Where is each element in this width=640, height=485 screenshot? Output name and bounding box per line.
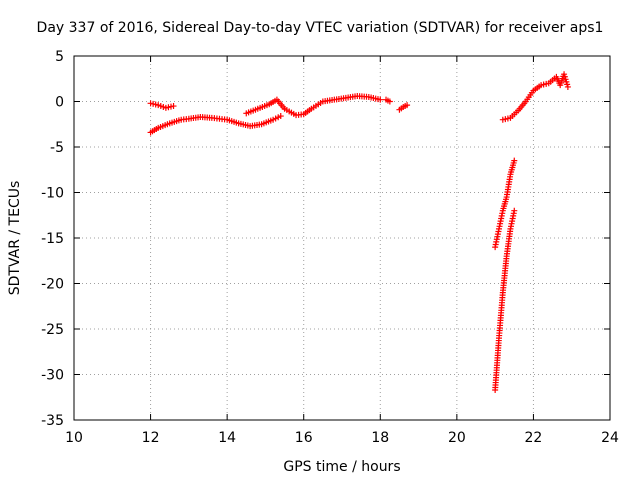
data-point (564, 83, 571, 90)
data-point (377, 96, 384, 103)
x-tick-label: 16 (295, 430, 313, 446)
grid-lines (74, 56, 610, 420)
series-track-f (492, 157, 518, 251)
y-tick-label: -35 (41, 413, 64, 429)
y-tick-label: -30 (41, 368, 64, 384)
x-tick-label: 24 (601, 430, 619, 446)
series-track-c (243, 93, 384, 119)
x-tick-label: 12 (142, 430, 160, 446)
data-point (277, 113, 284, 120)
data-point (511, 207, 518, 214)
data-series (147, 71, 571, 393)
y-tick-label: 0 (55, 95, 64, 111)
axis-ticks: 10 12 14 16 18 20 22 24 5 0 -5 -10 -15 -20 -25 -30 -35 (41, 49, 619, 446)
y-tick-label: 5 (55, 49, 64, 65)
series-track-b (147, 100, 177, 111)
data-point (170, 103, 177, 110)
series-track-h (499, 71, 571, 123)
series-track-a (147, 113, 284, 136)
x-axis-title: GPS time / hours (283, 459, 400, 475)
x-tick-label: 22 (525, 430, 543, 446)
series-track-g (492, 207, 518, 393)
series-track-e (396, 102, 411, 113)
x-tick-label: 14 (218, 430, 236, 446)
data-point (511, 157, 518, 164)
chart-title: Day 337 of 2016, Sidereal Day-to-day VTE… (37, 20, 604, 36)
y-axis-title: SDTVAR / TECUs (7, 181, 23, 296)
x-tick-label: 10 (65, 430, 83, 446)
x-tick-label: 18 (371, 430, 389, 446)
x-tick-label: 20 (448, 430, 466, 446)
y-tick-label: -15 (41, 231, 64, 247)
y-tick-label: -25 (41, 322, 64, 338)
y-tick-label: -10 (41, 186, 64, 202)
data-point (404, 102, 411, 109)
series-track-d (383, 96, 393, 105)
y-tick-label: -20 (41, 277, 64, 293)
y-tick-label: -5 (50, 140, 64, 156)
data-point (386, 98, 393, 105)
